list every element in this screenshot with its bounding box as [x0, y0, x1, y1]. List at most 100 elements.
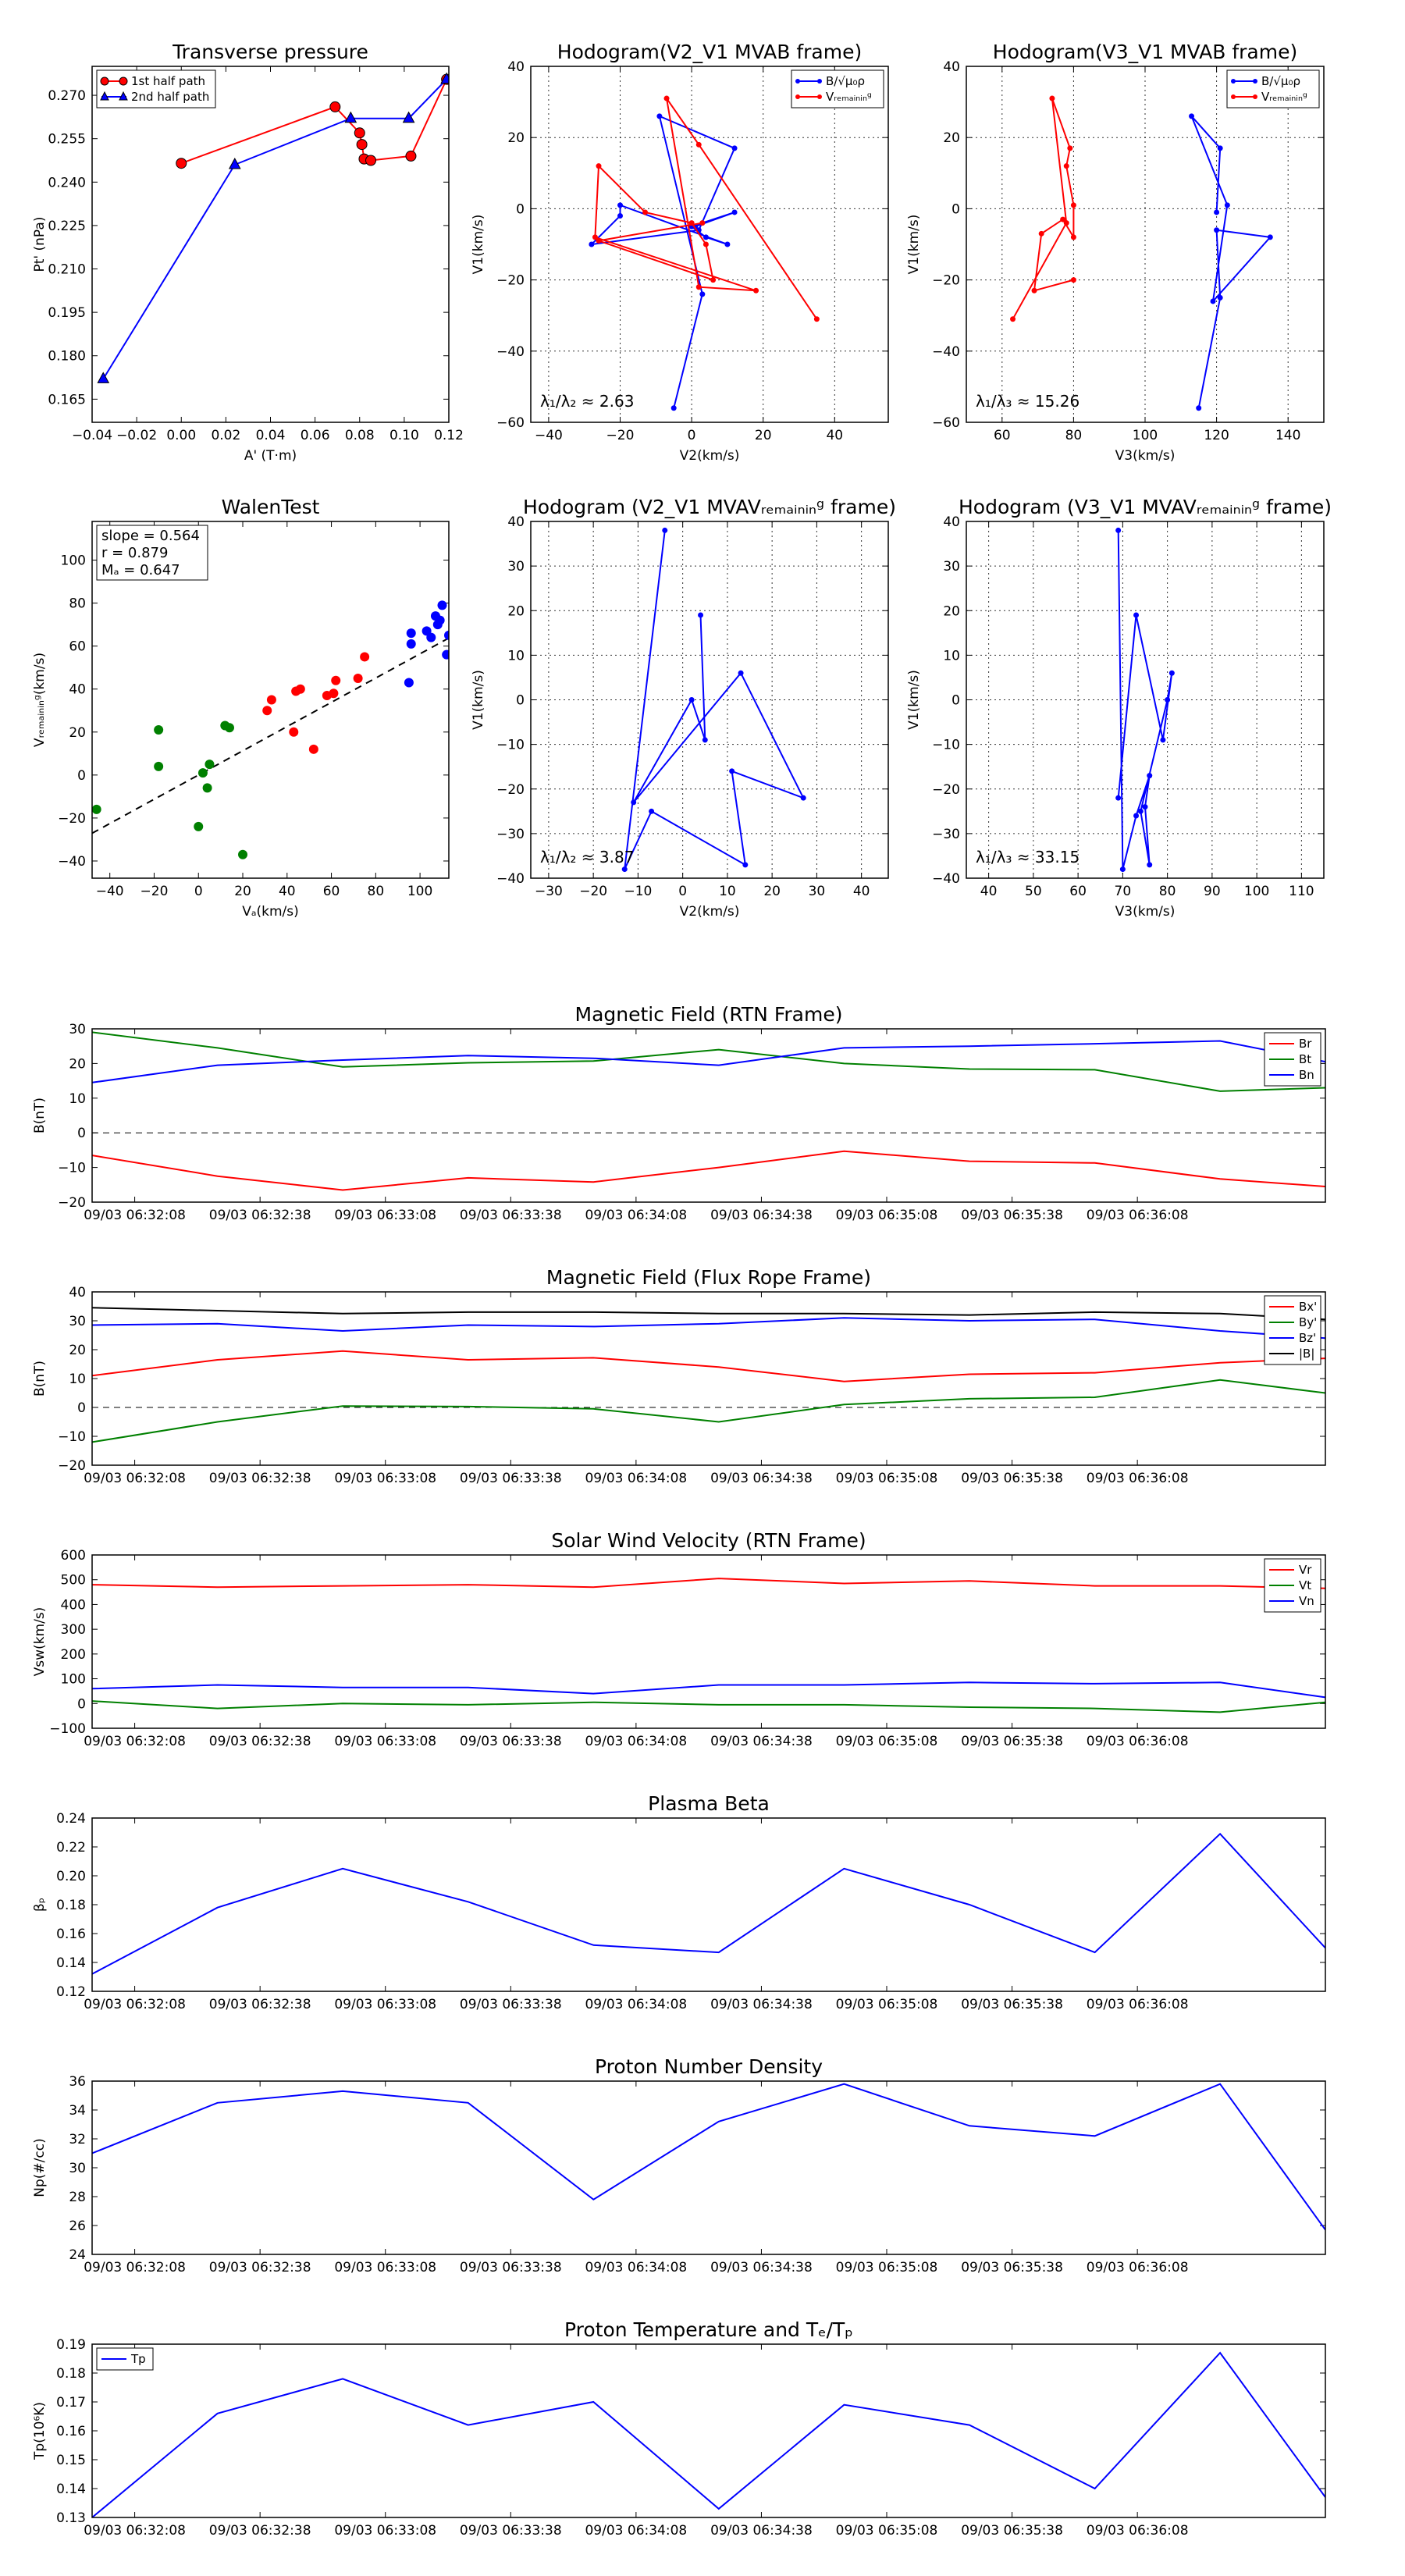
y-tick-label: 30 — [69, 1314, 86, 1329]
data-point — [1147, 773, 1153, 779]
x-axis-label: Vₐ(km/s) — [242, 904, 299, 920]
legend-box — [1226, 69, 1320, 109]
y-tick-label: −20 — [932, 273, 960, 289]
plot-area — [1115, 527, 1175, 873]
x-tick-label: 09/03 06:33:38 — [460, 1734, 562, 1749]
y-tick-label: −20 — [58, 1458, 86, 1474]
legend-label: Bx' — [1299, 1300, 1317, 1314]
data-point — [1063, 163, 1069, 169]
x-tick-label: −10 — [624, 884, 652, 899]
data-point — [404, 678, 414, 688]
y-axis-label: βₚ — [32, 1898, 48, 1912]
x-tick-label: 0.04 — [256, 428, 286, 443]
legend-label: Vn — [1299, 1594, 1314, 1608]
legend: Bx'By' Bz' |B| — [1264, 1295, 1321, 1365]
chart-mag_rtn: 09/03 06:32:08 09/03 06:32:38 09/03 06:33:… — [32, 1003, 1326, 1223]
x-tick-label: 09/03 06:34:08 — [585, 1734, 687, 1749]
data-point — [228, 157, 241, 169]
y-tick-label: 0.19 — [56, 2337, 86, 2353]
series-line-Tp — [92, 2351, 1325, 2517]
chart-mag_fr: 09/03 06:32:08 09/03 06:32:38 09/03 06:33:… — [32, 1266, 1326, 1486]
y-tick-label: 0 — [77, 1400, 86, 1416]
axes-frame — [91, 2080, 1326, 2255]
plot-area — [621, 527, 806, 873]
data-point — [426, 632, 436, 642]
x-tick-label: 60 — [323, 884, 340, 899]
x-tick-label: 09/03 06:34:38 — [710, 2523, 813, 2539]
x-tick-label: 09/03 06:36:08 — [1087, 2260, 1189, 2275]
y-tick-label: 36 — [69, 2074, 86, 2090]
data-point — [442, 649, 449, 660]
data-point — [1115, 795, 1122, 801]
x-tick-label: 0 — [688, 428, 696, 443]
legend-marker — [1231, 79, 1236, 84]
y-tick-label: 0.225 — [48, 219, 86, 234]
data-point — [1210, 298, 1216, 304]
x-tick-label: −20 — [606, 428, 635, 443]
series-line-Vt — [92, 1700, 1325, 1713]
data-point — [402, 111, 415, 123]
legend-marker — [119, 76, 128, 86]
data-point — [356, 139, 368, 151]
y-tick-label: −20 — [496, 782, 525, 798]
legend-marker — [1253, 79, 1257, 84]
x-tick-label: 20 — [234, 884, 251, 899]
y-axis-label: V1(km/s) — [906, 670, 922, 730]
series-line-Vr — [92, 1578, 1325, 1589]
x-tick-label: 100 — [407, 884, 432, 899]
y-tick-label: 0.210 — [48, 262, 86, 278]
data-point — [440, 72, 449, 84]
y-axis-label: Pt' (nPa) — [32, 217, 48, 272]
chart-title: Magnetic Field (Flux Rope Frame) — [546, 1266, 871, 1289]
data-point — [329, 688, 339, 699]
x-tick-label: −20 — [140, 884, 169, 899]
x-tick-label: 30 — [809, 884, 826, 899]
data-point — [1189, 113, 1195, 119]
x-tick-label: 09/03 06:32:08 — [84, 2523, 186, 2539]
y-tick-label: −60 — [496, 415, 525, 431]
legend-label: Vr — [1299, 1563, 1312, 1577]
data-point — [329, 101, 341, 112]
data-point — [649, 808, 655, 814]
series-line-Vᵣₑₘₐᵢₙᵢₙᵍ — [1012, 98, 1075, 320]
x-tick-label: 40 — [980, 884, 998, 899]
y-tick-label: 0 — [516, 201, 525, 217]
chart-title: Proton Number Density — [595, 2055, 823, 2078]
y-axis-label: V1(km/s) — [471, 215, 486, 275]
data-point — [1217, 294, 1223, 301]
x-tick-label: 09/03 06:33:38 — [460, 2523, 562, 2539]
stats-line: slope = 0.564 — [101, 528, 200, 544]
x-tick-label: 40 — [826, 428, 843, 443]
chart-title: Magnetic Field (RTN Frame) — [575, 1003, 843, 1026]
plot-area — [1010, 95, 1273, 411]
x-tick-label: 60 — [994, 428, 1011, 443]
data-point — [592, 234, 598, 240]
y-tick-label: 30 — [69, 2161, 86, 2176]
plot-area — [589, 95, 820, 411]
x-tick-label: 70 — [1115, 884, 1132, 899]
y-tick-label: 32 — [69, 2132, 86, 2147]
y-tick-label: 0.14 — [56, 2482, 86, 2497]
x-tick-label: −40 — [535, 428, 563, 443]
plot-area — [92, 600, 449, 859]
data-point — [710, 277, 717, 283]
data-point — [194, 821, 204, 831]
data-point — [662, 527, 668, 533]
y-axis-label: B(nT) — [32, 1098, 48, 1133]
data-point — [729, 768, 735, 774]
data-point — [405, 150, 417, 162]
y-tick-label: 20 — [69, 1343, 86, 1358]
data-point — [742, 862, 749, 868]
legend-label: B/√μ₀ρ — [826, 74, 865, 88]
chart-title: Hodogram (V3_V1 MVAVᵣₑₘₐᵢₙᵢₙᵍ frame) — [959, 496, 1332, 518]
x-tick-label: 09/03 06:33:38 — [460, 1997, 562, 2012]
y-tick-label: −30 — [496, 827, 525, 842]
x-tick-label: 09/03 06:34:08 — [585, 2523, 687, 2539]
y-tick-label: 0.14 — [56, 1955, 86, 1971]
x-tick-label: 40 — [853, 884, 870, 899]
data-point — [295, 684, 305, 694]
data-point — [1160, 737, 1166, 743]
data-point — [702, 234, 709, 240]
x-tick-label: 09/03 06:35:38 — [961, 1997, 1063, 2012]
stats-box — [96, 525, 208, 581]
